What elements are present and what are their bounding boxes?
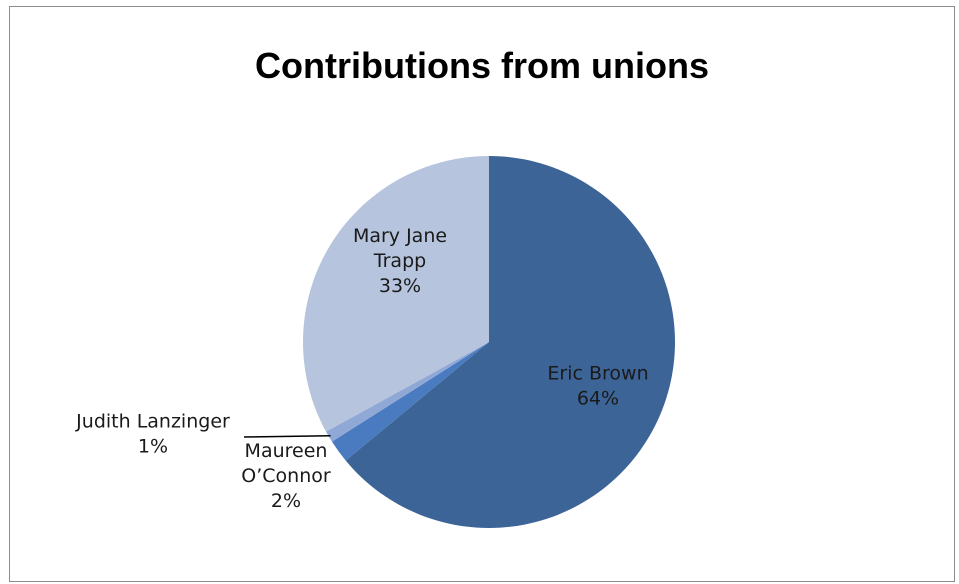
pie-slices [303,156,675,528]
data-label: Eric Brown 64% [547,363,648,410]
data-label: Judith Lanzinger 1% [75,411,230,458]
pie-slice-eric-brown [345,156,675,528]
data-label: Mary Jane Trapp 33% [353,225,447,297]
pie-slice-maureen-o-connor [331,342,489,461]
pie-slice-judith-lanzinger [326,342,489,442]
chart-title: Contributions from unions [255,45,709,86]
data-label: Maureen O’Connor 2% [241,440,331,512]
leader-line [243,434,331,438]
slice-labels: Eric Brown 64% Maureen O’Connor 2%Judith Lan… [75,225,648,512]
pie-slice-mary-jane-trapp [303,156,489,432]
